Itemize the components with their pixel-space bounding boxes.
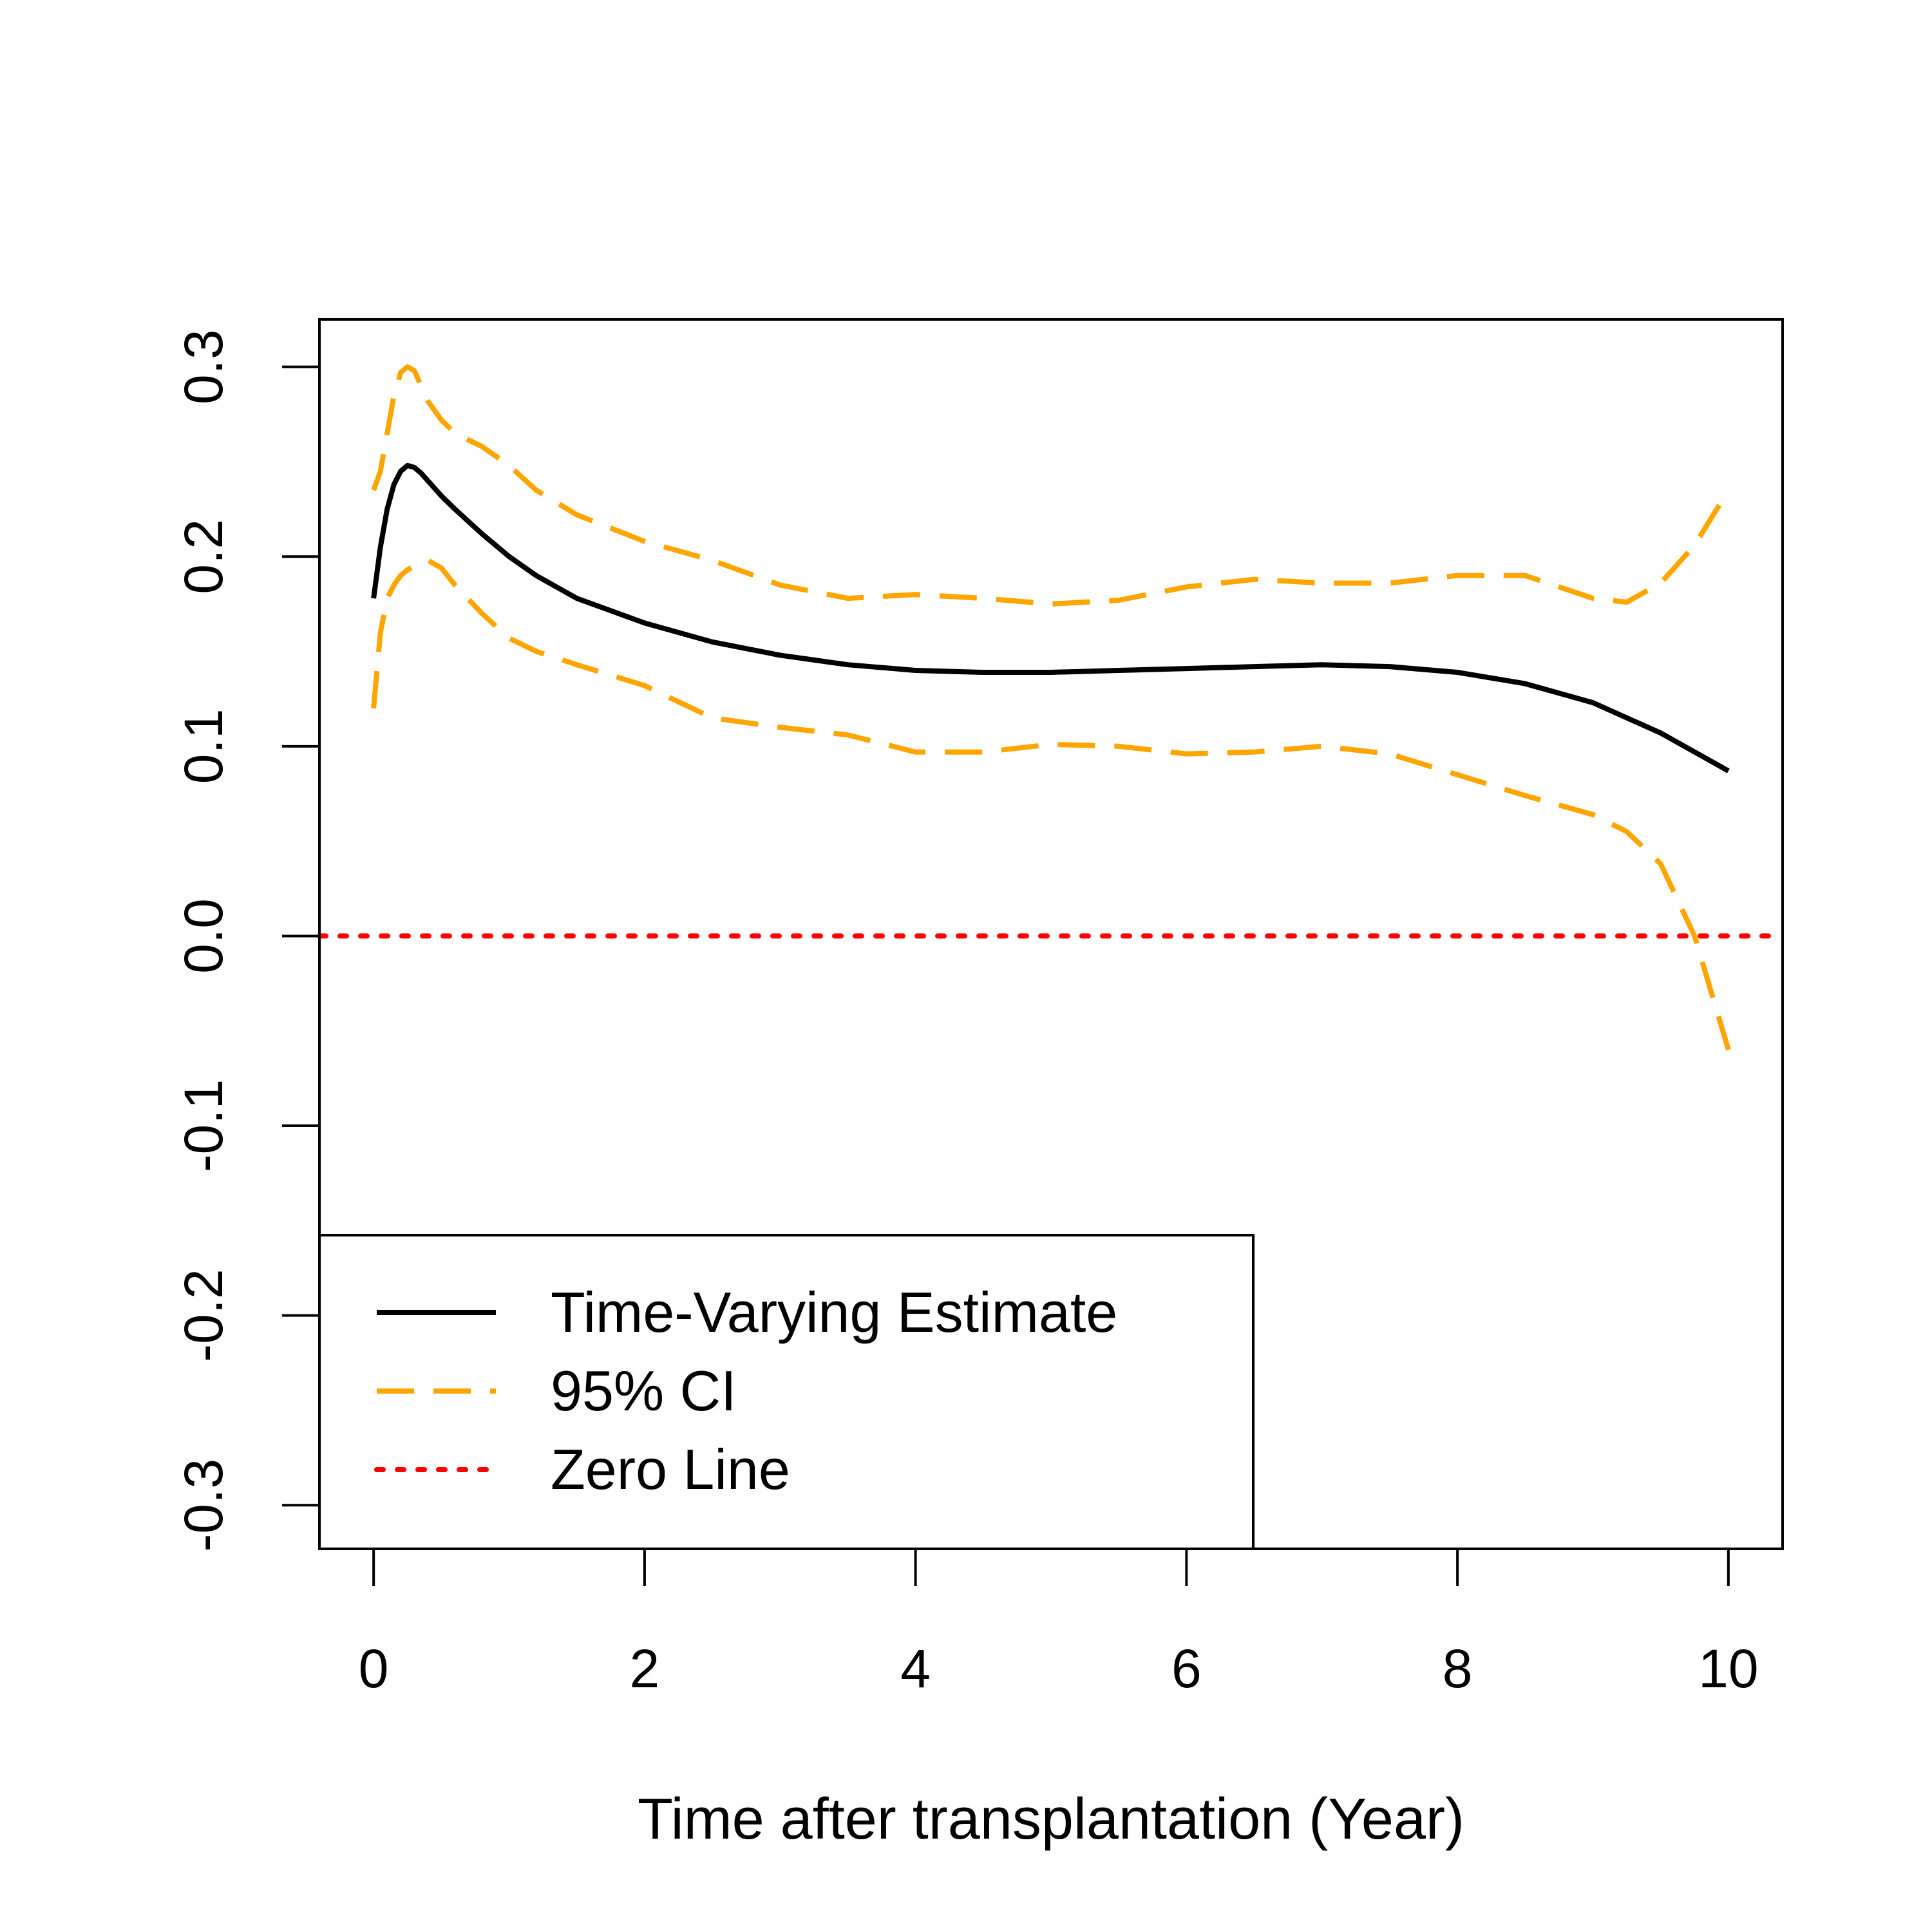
series-layer [317,364,1785,1051]
legend: Time-Varying Estimate 95% CI Zero Line [318,1234,1255,1550]
x-tick-label: 10 [1698,1638,1758,1699]
x-tick-label: 0 [359,1638,389,1699]
legend-label-ci: 95% CI [551,1359,737,1423]
y-tick-label: 0.3 [173,329,234,404]
x-tick-label: 2 [630,1638,660,1699]
y-tick-label: 0.0 [173,898,234,974]
series-line-95-ci-lower [371,558,1731,1051]
y-tick-label: -0.2 [173,1269,234,1362]
y-tick-label: 0.1 [173,708,234,784]
legend-box [318,1234,1255,1550]
y-tick-label: -0.3 [173,1459,234,1552]
y-axis: -0.3 -0.2 -0.1 0.0 0.1 0.2 0.3 [173,329,319,1552]
x-tick-label: 4 [900,1638,931,1699]
x-axis: 0 2 4 6 8 10 [359,1548,1759,1699]
x-tick-label: 6 [1171,1638,1202,1699]
legend-label-zero: Zero Line [551,1437,790,1501]
x-tick-label: 8 [1443,1638,1473,1699]
x-axis-title: Time after transplantation (Year) [638,1787,1464,1852]
series-line-95-ci [371,364,1731,607]
y-tick-label: -0.1 [173,1079,234,1173]
y-tick-label: 0.2 [173,519,234,594]
legend-label-estimate: Time-Varying Estimate [551,1280,1117,1344]
series-line-time-varying-estimate [371,462,1730,773]
